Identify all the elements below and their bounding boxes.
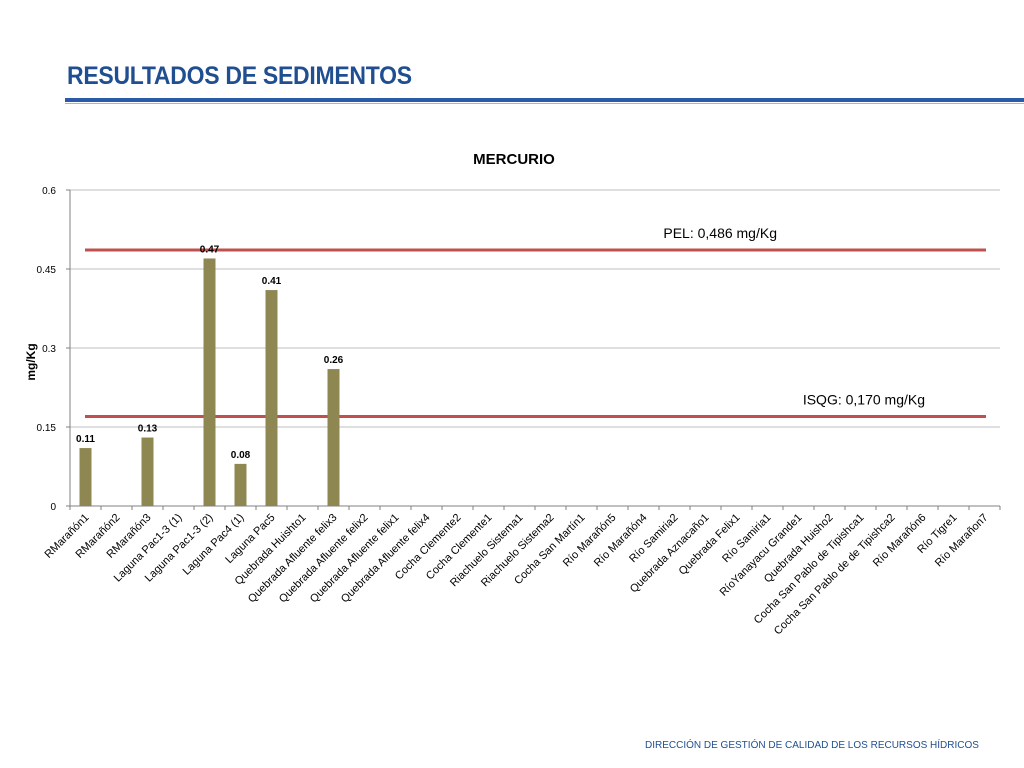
reference-line-label: PEL: 0,486 mg/Kg bbox=[663, 225, 777, 241]
data-labels: 0.11 0.13 0.47 0.08 0.41 0.26 bbox=[76, 244, 344, 460]
chart-title: MERCURIO bbox=[473, 151, 555, 168]
bar bbox=[79, 448, 92, 506]
bar bbox=[203, 258, 216, 506]
title-rule-thin bbox=[65, 103, 1024, 104]
y-axis-label: mg/Kg bbox=[24, 343, 38, 380]
reference-line-label: ISQG: 0,170 mg/Kg bbox=[803, 391, 925, 407]
gridlines bbox=[70, 189, 1000, 428]
bars bbox=[79, 258, 340, 506]
reference-lines: PEL: 0,486 mg/Kg ISQG: 0,170 mg/Kg bbox=[85, 225, 986, 418]
data-label: 0.11 bbox=[76, 434, 95, 445]
axes: 0 0.15 0.3 0.45 0.6 bbox=[37, 186, 1001, 513]
y-tick-label: 0.6 bbox=[42, 186, 56, 197]
y-tick-label: 0.45 bbox=[37, 265, 57, 276]
bar bbox=[327, 369, 340, 506]
bar bbox=[265, 290, 278, 506]
data-label: 0.13 bbox=[138, 424, 158, 435]
title-rule bbox=[65, 98, 1024, 102]
data-label: 0.08 bbox=[231, 450, 251, 461]
data-label: 0.41 bbox=[262, 276, 282, 287]
y-tick-label: 0.3 bbox=[42, 344, 56, 355]
footer-text: DIRECCIÓN DE GESTIÓN DE CALIDAD DE LOS R… bbox=[645, 740, 979, 751]
slide-title: RESULTADOS DE SEDIMENTOS bbox=[67, 62, 412, 90]
bar bbox=[141, 437, 154, 506]
data-label: 0.26 bbox=[324, 355, 344, 366]
y-tick-label: 0.15 bbox=[37, 423, 57, 434]
bar bbox=[234, 463, 247, 506]
data-label: 0.47 bbox=[200, 244, 220, 255]
y-tick-label: 0 bbox=[50, 502, 56, 513]
